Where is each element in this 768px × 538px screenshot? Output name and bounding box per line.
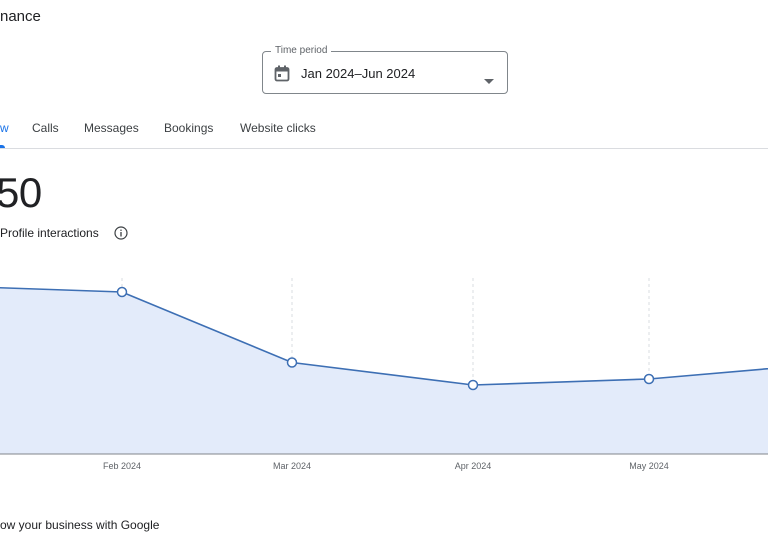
calendar-icon — [274, 65, 290, 87]
tab-messages[interactable]: Messages — [84, 121, 139, 135]
caret-down-icon — [484, 71, 494, 89]
x-tick-label: Apr 2024 — [455, 461, 492, 471]
tab-bookings[interactable]: Bookings — [164, 121, 214, 135]
data-point-apr-2024 — [467, 379, 479, 391]
metric-label: Profile interactions — [0, 226, 99, 240]
active-tab-indicator — [0, 145, 5, 148]
time-period-dropdown[interactable]: Time period Jan 2024–Jun 2024 — [262, 45, 508, 94]
info-icon[interactable] — [114, 226, 128, 245]
time-period-value: Jan 2024–Jun 2024 — [301, 66, 416, 81]
tab-overview[interactable]: w — [0, 121, 9, 135]
tab-calls[interactable]: Calls — [32, 121, 59, 135]
data-point-feb-2024 — [116, 286, 128, 298]
section-title: ow your business with Google — [0, 518, 160, 532]
metric-tabs: w Calls Messages Bookings Website clicks — [0, 110, 768, 149]
data-point-may-2024 — [643, 373, 655, 385]
x-tick-label: May 2024 — [629, 461, 669, 471]
series-line — [0, 286, 768, 386]
x-tick-label: Mar 2024 — [273, 461, 311, 471]
x-tick-label: Feb 2024 — [103, 461, 141, 471]
tab-website-clicks[interactable]: Website clicks — [240, 121, 316, 135]
metric-value: 50 — [0, 169, 42, 216]
series-area — [0, 287, 768, 454]
page-title: nance — [0, 8, 41, 25]
data-point-mar-2024 — [286, 357, 298, 368]
interactions-chart: Feb 2024 Mar 2024 Apr 2024 May 2024 — [0, 278, 768, 471]
time-period-label: Time period — [271, 45, 332, 57]
